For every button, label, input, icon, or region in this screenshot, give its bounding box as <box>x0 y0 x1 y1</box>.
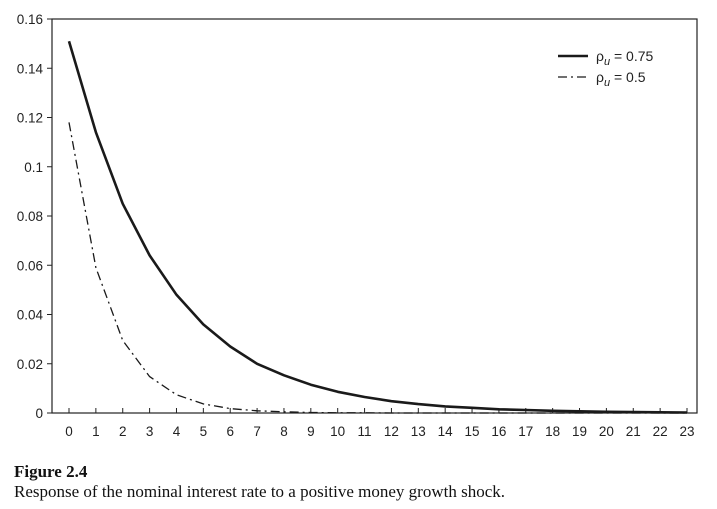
y-tick-label: 0.16 <box>17 12 43 27</box>
x-tick-label: 20 <box>599 424 614 439</box>
y-tick-label: 0 <box>35 406 43 421</box>
y-tick-label: 0.08 <box>17 209 43 224</box>
figure-title: Figure 2.4 <box>14 462 88 481</box>
x-tick-label: 23 <box>679 424 694 439</box>
x-tick-label: 0 <box>65 424 73 439</box>
x-tick-label: 1 <box>92 424 100 439</box>
x-tick-label: 4 <box>173 424 181 439</box>
x-tick-label: 5 <box>200 424 208 439</box>
x-tick-label: 18 <box>545 424 560 439</box>
x-tick-label: 12 <box>384 424 399 439</box>
x-tick-label: 16 <box>491 424 506 439</box>
x-axis-ticks: 0 1 2 3 4 5 6 7 8 9 10 11 12 13 14 15 16 17 18 19 20 21 22 23 <box>65 408 695 439</box>
series-line-2 <box>68 122 687 414</box>
x-tick-label: 13 <box>411 424 426 439</box>
x-tick-label: 10 <box>330 424 345 439</box>
y-tick-label: 0.04 <box>17 308 44 323</box>
x-tick-label: 2 <box>119 424 127 439</box>
y-tick-label: 0.12 <box>17 111 43 126</box>
x-tick-label: 9 <box>307 424 315 439</box>
x-tick-label: 8 <box>280 424 288 439</box>
series-line-1 <box>67 40 688 414</box>
y-tick-label: 0.14 <box>17 61 44 76</box>
y-axis-ticks: 0 0.02 0.04 0.06 0.08 0.1 0.12 0.14 0.16 <box>17 12 52 421</box>
x-tick-label: 15 <box>465 424 480 439</box>
legend-label-1: ρu = 0.75 <box>596 48 654 68</box>
x-tick-label: 3 <box>146 424 154 439</box>
legend-label-2: ρu = 0.5 <box>596 69 646 89</box>
x-tick-label: 21 <box>626 424 641 439</box>
series-layer <box>67 40 688 414</box>
x-tick-label: 11 <box>358 424 372 439</box>
x-tick-label: 7 <box>253 424 261 439</box>
x-tick-label: 19 <box>572 424 587 439</box>
x-tick-label: 6 <box>226 424 234 439</box>
y-tick-label: 0.02 <box>17 357 43 372</box>
y-tick-label: 0.1 <box>24 160 43 175</box>
y-tick-label: 0.06 <box>17 258 43 273</box>
figure-caption: Response of the nominal interest rate to… <box>14 482 506 501</box>
x-tick-label: 22 <box>653 424 668 439</box>
x-tick-label: 17 <box>518 424 533 439</box>
x-tick-label: 14 <box>438 424 454 439</box>
